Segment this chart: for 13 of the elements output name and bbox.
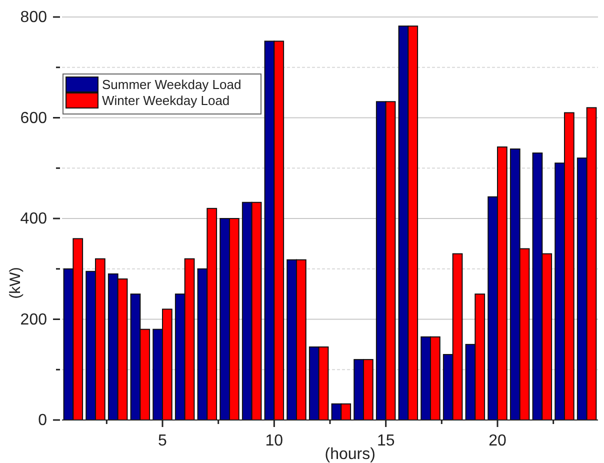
x-tick-label: 10 [265,432,284,450]
x-axis-title: (hours) [324,446,376,463]
x-tick-label: 5 [158,432,168,450]
y-tick-label: 400 [20,210,48,228]
y-axis-title: (kW) [7,267,24,299]
legend-label: Winter Weekday Load [102,93,230,108]
legend-label: Summer Weekday Load [102,77,242,92]
y-tick-label: 600 [20,110,48,127]
x-tick-label: 20 [488,432,506,450]
x-tick-label: 15 [376,432,395,450]
y-tick-label: 0 [38,412,48,430]
y-tick-label: 200 [20,311,48,328]
y-tick-label: 800 [20,9,48,26]
